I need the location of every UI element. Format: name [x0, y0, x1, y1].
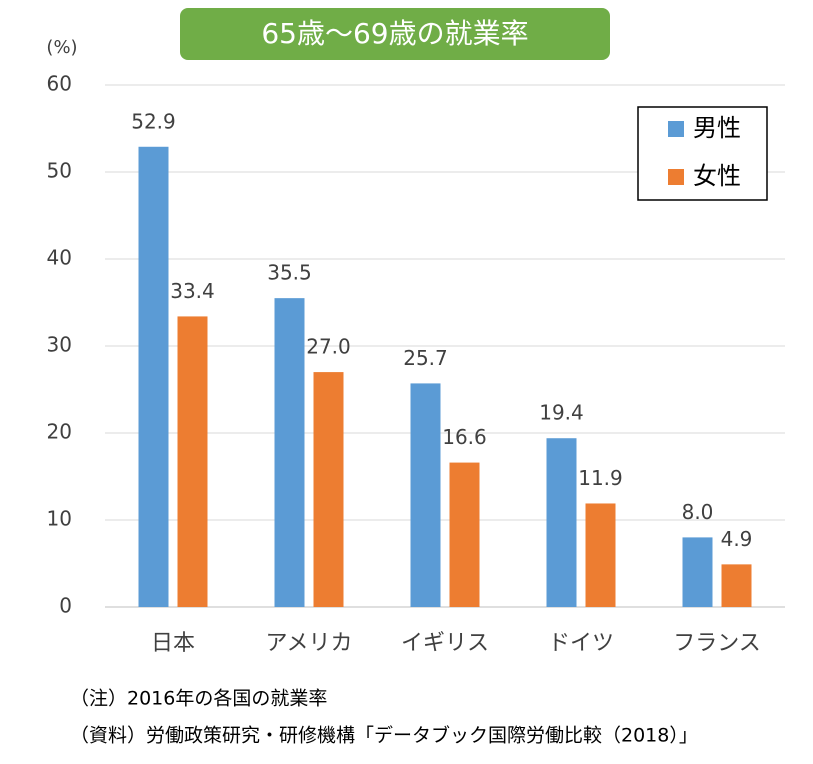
bar: [585, 503, 616, 607]
y-tick-label: 10: [47, 507, 72, 531]
value-label: 25.7: [403, 346, 448, 370]
bar: [274, 298, 305, 607]
y-tick-label: 30: [47, 333, 72, 357]
legend-box: [637, 106, 768, 201]
note: （資料）労働政策研究・研修機構「データブック国際労働比較（2018）」: [70, 724, 698, 747]
bar: [546, 438, 577, 607]
x-tick-label: 日本: [151, 631, 195, 656]
value-label: 52.9: [131, 109, 176, 133]
y-tick-label: 40: [47, 246, 72, 270]
bar: [313, 372, 344, 607]
chart-title: 65歳～69歳の就業率: [261, 17, 528, 50]
x-tick-label: ドイツ: [548, 631, 614, 656]
bar: [449, 462, 480, 607]
legend-label: 男性: [693, 114, 741, 142]
y-tick-label: 20: [47, 420, 72, 444]
legend-swatch: [668, 121, 684, 137]
title-box: [180, 8, 610, 60]
value-label: 16.6: [442, 425, 487, 449]
bar: [721, 564, 752, 607]
bar: [177, 316, 208, 607]
value-label: 11.9: [578, 466, 623, 490]
note: （注）2016年の各国の就業率: [70, 688, 327, 710]
legend-swatch: [668, 169, 684, 185]
value-label: 35.5: [267, 261, 312, 285]
bar: [138, 146, 169, 607]
x-tick-label: イギリス: [401, 631, 489, 656]
x-tick-label: フランス: [673, 631, 761, 656]
bar: [410, 383, 441, 607]
y-tick-label: 0: [59, 594, 72, 618]
value-label: 19.4: [539, 401, 584, 425]
value-label: 4.9: [721, 527, 753, 551]
value-label: 8.0: [682, 500, 714, 524]
x-tick-label: アメリカ: [266, 631, 353, 656]
y-tick-label: 60: [47, 72, 72, 96]
y-axis-label: (%): [46, 37, 77, 58]
legend-label: 女性: [693, 162, 741, 190]
value-label: 27.0: [306, 335, 351, 359]
y-tick-label: 50: [47, 159, 72, 183]
value-label: 33.4: [170, 279, 215, 303]
bar: [682, 537, 713, 607]
